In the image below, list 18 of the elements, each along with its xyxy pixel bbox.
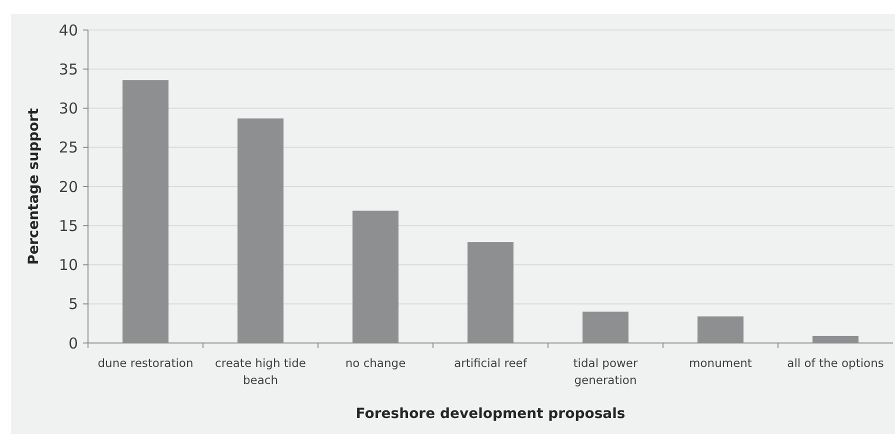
y-tick-label: 10 xyxy=(58,256,78,274)
y-tick-label: 20 xyxy=(58,178,78,196)
x-tick-label: monument xyxy=(689,356,752,370)
x-tick-label: no change xyxy=(345,356,406,370)
x-tick-label: tidal power generation xyxy=(573,356,638,387)
y-tick-label: 35 xyxy=(58,60,78,78)
y-tick-label: 30 xyxy=(58,100,78,118)
x-axis-title: Foreshore development proposals xyxy=(356,406,626,422)
x-tick-label: create high tide beach xyxy=(215,356,306,387)
y-tick-label: 15 xyxy=(58,216,78,235)
y-tick-label: 0 xyxy=(68,334,78,352)
y-tick-label: 5 xyxy=(68,295,78,314)
y-tick-label: 40 xyxy=(58,21,78,40)
y-axis-title: Percentage support xyxy=(26,108,42,265)
y-tick-label: 25 xyxy=(58,138,78,157)
x-tick-label: all of the options xyxy=(787,356,884,370)
x-tick-label: dune restoration xyxy=(98,356,194,370)
x-tick-label: artificial reef xyxy=(454,356,528,370)
